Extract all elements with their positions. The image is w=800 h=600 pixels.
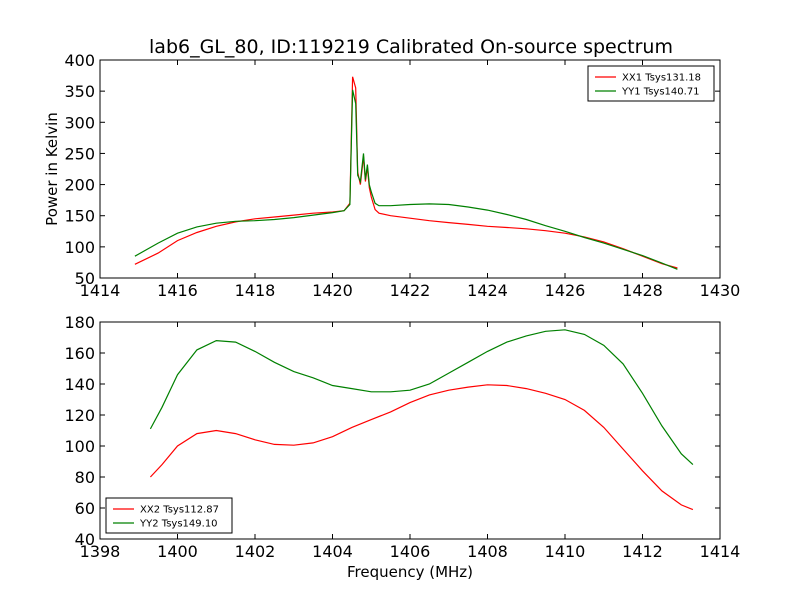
- y-tick-label: 300: [64, 113, 95, 132]
- bottom-plot: 1398 1400 1402 1404 1406 1408 1410 1412 1414 40 60…: [64, 313, 740, 561]
- figure-title: lab6_GL_80, ID:119219 Calibrated On-sour…: [149, 36, 673, 58]
- x-tick-label: 1404: [312, 542, 353, 561]
- y-axis-label: Power in Kelvin: [43, 112, 61, 226]
- x-tick-label: 1410: [545, 542, 586, 561]
- x-axis-label: Frequency (MHz): [347, 563, 473, 581]
- y-tick-label: 250: [64, 144, 95, 163]
- plot-frame: [99, 59, 721, 279]
- y-tick-label: 120: [64, 406, 95, 425]
- legend-box: [587, 65, 715, 102]
- x-tick-label: 1406: [390, 542, 431, 561]
- x-tick-label: 1416: [157, 281, 198, 300]
- y-tick-label: 400: [64, 51, 95, 70]
- y-tick-label: 100: [64, 238, 95, 257]
- x-tick-label: 1400: [157, 542, 198, 561]
- series-line-2: [149, 329, 694, 466]
- x-tick-label: 1418: [235, 281, 276, 300]
- top-plot: 1414 1416 1418 1420 1422 1424 1426 1428 1430 50 10…: [43, 51, 740, 300]
- x-tick-label: 1414: [80, 281, 121, 300]
- x-tick-label: 1414: [700, 542, 741, 561]
- y-tick-label: 50: [75, 269, 95, 288]
- y-tick-label: 140: [64, 375, 95, 394]
- series-line-2: [134, 89, 678, 270]
- x-tick-label: 1422: [390, 281, 431, 300]
- y-tick-label: 180: [64, 313, 95, 332]
- plot-frame: [99, 321, 721, 540]
- y-tick-label: 80: [75, 468, 95, 487]
- x-tick-label: 1412: [622, 542, 663, 561]
- legend-box: [105, 497, 233, 534]
- x-tick-label: 1426: [545, 281, 586, 300]
- legend-label: XX1 Tsys131.18: [622, 73, 701, 84]
- series-line-1: [149, 384, 694, 511]
- y-tick-label: 160: [64, 344, 95, 363]
- x-tick-label: 1428: [622, 281, 663, 300]
- x-tick-label: 1424: [467, 281, 508, 300]
- legend-label: XX2 Tsys112.87: [140, 505, 219, 516]
- x-tick-label: 1398: [80, 542, 121, 561]
- y-tick-label: 200: [64, 176, 95, 195]
- y-tick-label: 40: [75, 530, 95, 549]
- y-tick-label: 60: [75, 499, 95, 518]
- y-tick-label: 150: [64, 207, 95, 226]
- x-tick-label: 1402: [235, 542, 276, 561]
- x-tick-label: 1408: [467, 542, 508, 561]
- legend-label: YY2 Tsys149.10: [139, 519, 218, 530]
- x-tick-label: 1430: [700, 281, 741, 300]
- y-tick-label: 100: [64, 437, 95, 456]
- series-line-1: [134, 76, 678, 269]
- y-tick-label: 350: [64, 82, 95, 101]
- legend-label: YY1 Tsys140.71: [621, 87, 700, 98]
- x-tick-label: 1420: [312, 281, 353, 300]
